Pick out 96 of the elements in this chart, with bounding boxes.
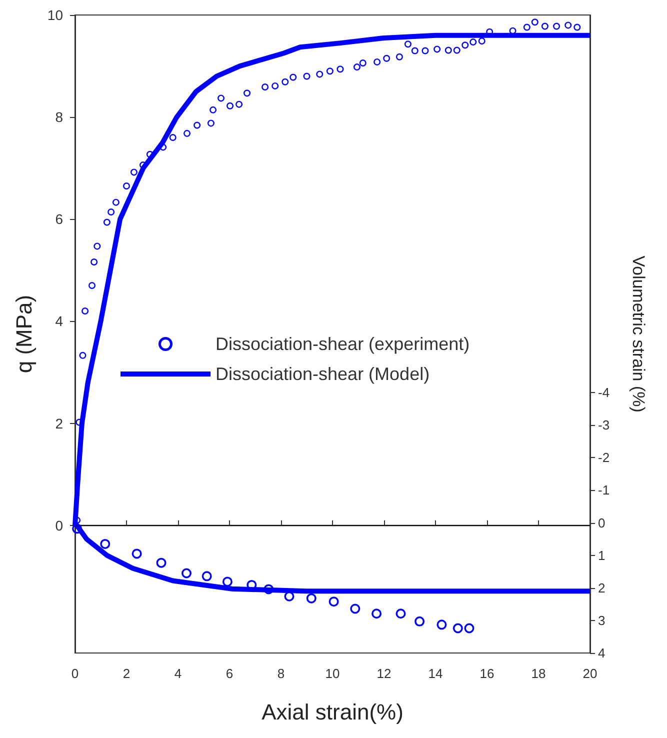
point [383, 54, 390, 62]
y-tick-label: 2 [55, 415, 64, 432]
point [396, 608, 406, 619]
point [94, 242, 101, 250]
point [411, 47, 418, 54]
y-axis-title: q (MPa) [12, 294, 36, 374]
y2-tick-label: 1 [598, 548, 606, 563]
point [132, 548, 142, 559]
point [210, 106, 217, 114]
x-tick-label: 20 [582, 666, 598, 681]
point [160, 144, 167, 151]
point [316, 70, 324, 78]
point [574, 24, 581, 31]
legend-label: Dissociation-shear (Model) [216, 364, 430, 384]
point [470, 38, 477, 46]
point [478, 38, 486, 45]
point [103, 218, 110, 226]
y2-tick-label: -2 [598, 450, 610, 466]
point [146, 150, 154, 158]
y-tick-label: 0 [55, 517, 64, 534]
x-tick-label: 12 [376, 666, 392, 681]
point [453, 46, 460, 54]
point [202, 571, 212, 582]
point [82, 308, 89, 315]
point [194, 122, 201, 129]
point [290, 74, 297, 81]
y-tick-label: 8 [55, 109, 64, 126]
point [282, 78, 289, 86]
point [564, 22, 572, 29]
x-tick-label: 16 [480, 666, 494, 681]
y2-tick-label: -1 [598, 482, 610, 498]
point [464, 623, 474, 634]
x-tick-label: 18 [531, 666, 546, 681]
point [130, 168, 138, 176]
point [414, 616, 425, 626]
point [169, 134, 176, 141]
point [353, 64, 360, 71]
point [226, 102, 234, 110]
x-tick-label: 2 [122, 666, 130, 681]
point [123, 182, 130, 190]
y-tick-label: 10 [47, 7, 64, 23]
point [72, 524, 82, 534]
point [452, 623, 463, 634]
x-tick-label: 10 [325, 666, 340, 681]
point [404, 40, 412, 48]
x-tick-label: 0 [71, 666, 79, 681]
point [112, 198, 120, 206]
y-tick-label: 4 [55, 313, 64, 330]
point [328, 596, 339, 607]
point [541, 22, 548, 30]
point [184, 130, 191, 137]
point [350, 604, 360, 614]
point [531, 18, 538, 26]
point [396, 53, 403, 60]
point [236, 100, 243, 108]
y-tick-label: 6 [55, 211, 64, 228]
point [336, 66, 344, 73]
point [90, 258, 98, 266]
point [244, 90, 251, 97]
x-tick-label: 6 [226, 666, 234, 681]
point [262, 83, 269, 90]
point [462, 42, 469, 49]
point [436, 620, 447, 630]
point [108, 208, 115, 216]
point [434, 46, 441, 53]
point [272, 82, 279, 90]
point [444, 46, 452, 54]
point [156, 558, 166, 568]
point [422, 47, 429, 54]
y2-tick-label: 4 [598, 646, 606, 660]
x-tick-label: 8 [277, 666, 285, 681]
point [218, 94, 224, 102]
point [207, 120, 214, 127]
y2-tick-label: -3 [598, 418, 610, 433]
point [182, 568, 192, 578]
y2-tick-label: 3 [598, 612, 606, 628]
point [372, 608, 382, 619]
point [553, 22, 560, 30]
y2-axis-title: Volumetric strain (%) [629, 256, 648, 412]
x-axis-title: Axial strain(%) [262, 700, 404, 724]
point [88, 282, 96, 290]
point [79, 352, 86, 359]
point [359, 59, 366, 66]
point [523, 24, 530, 31]
point [222, 576, 232, 587]
x-tick-label: 4 [174, 666, 182, 681]
point [374, 58, 381, 66]
y2-tick-label: -4 [598, 385, 610, 400]
point [326, 68, 334, 75]
y2-tick-label: 2 [598, 580, 606, 596]
point [264, 584, 274, 594]
point [306, 593, 316, 604]
y2-tick-label: 0 [598, 515, 606, 530]
x-tick-label: 14 [428, 666, 443, 681]
legend-label: Dissociation-shear (experiment) [216, 334, 470, 354]
point [100, 538, 110, 549]
